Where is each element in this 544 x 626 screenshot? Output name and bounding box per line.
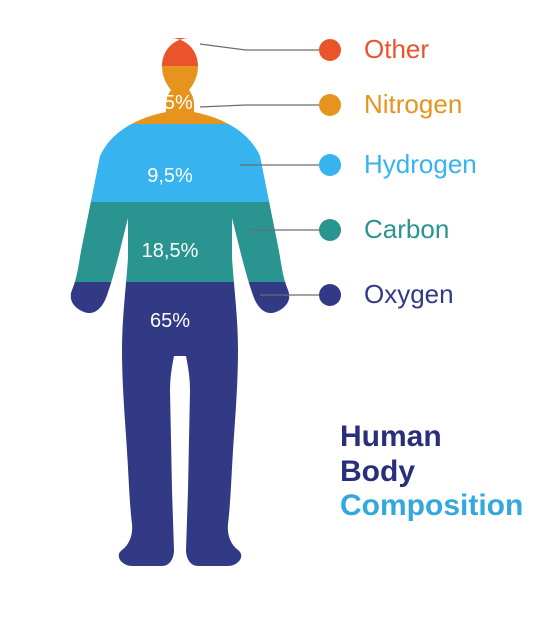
- legend-dot-oxygen: [319, 284, 341, 306]
- pct-label-carbon: 18,5%: [130, 240, 210, 263]
- legend-label-hydrogen: Hydrogen: [364, 149, 477, 180]
- legend-dot-nitrogen: [319, 94, 341, 116]
- segment-other: [30, 30, 310, 66]
- legend-label-oxygen: Oxygen: [364, 279, 454, 310]
- legend-dot-hydrogen: [319, 154, 341, 176]
- pct-label-hydrogen: 9,5%: [130, 165, 210, 188]
- legend-dot-carbon: [319, 219, 341, 241]
- infographic-title: Human Body Composition: [340, 420, 523, 524]
- legend-label-other: Other: [364, 34, 429, 65]
- pct-label-oxygen: 65%: [130, 310, 210, 333]
- legend-dot-other: [319, 39, 341, 61]
- pct-label-nitrogen: 3.5%: [130, 92, 210, 115]
- legend-label-carbon: Carbon: [364, 214, 449, 245]
- legend-label-nitrogen: Nitrogen: [364, 89, 462, 120]
- infographic-canvas: 3.5% 9,5% 18,5% 65% Other Nitrogen Hydro…: [0, 0, 544, 626]
- segment-hydrogen: [30, 124, 310, 202]
